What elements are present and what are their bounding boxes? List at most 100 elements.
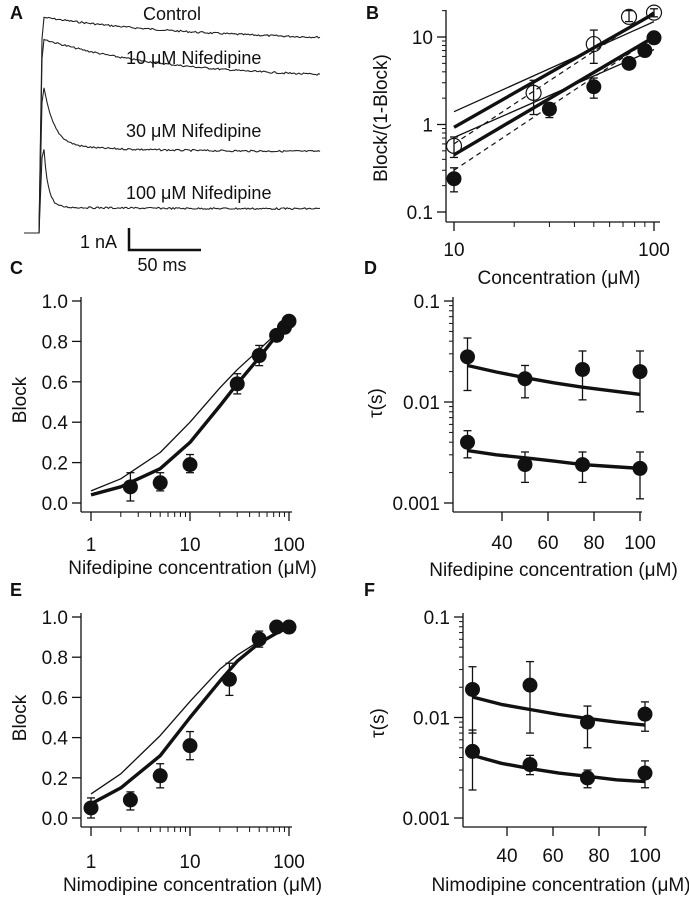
thin-fit-line xyxy=(453,48,655,139)
filled-data-point xyxy=(637,706,653,722)
filled-data-point xyxy=(446,171,462,187)
open-data-point xyxy=(445,137,463,154)
y-tick-label: 0.2 xyxy=(42,454,68,475)
open-data-point xyxy=(585,35,602,53)
y-tick-label: 0.1 xyxy=(424,608,450,629)
x-tick-label: 80 xyxy=(583,533,604,554)
y-tick-label: 0.01 xyxy=(413,709,450,730)
filled-data-point xyxy=(269,619,285,635)
thick-fit-line xyxy=(453,12,655,129)
x-tick-label: 60 xyxy=(542,846,563,867)
filled-data-point xyxy=(465,743,480,759)
filled-data-point xyxy=(229,376,245,392)
thin-fit-line xyxy=(453,21,655,113)
current-trace xyxy=(24,87,321,234)
filled-data-point xyxy=(152,475,168,491)
y-axis-title: Block xyxy=(10,694,31,741)
y-tick-label: 1.0 xyxy=(42,292,68,313)
y-tick-label: 0.8 xyxy=(42,332,68,353)
thick-fit-line xyxy=(472,695,646,727)
filled-data-point xyxy=(517,457,533,473)
filled-data-point xyxy=(522,677,538,693)
thick-fit-line xyxy=(453,35,655,157)
x-tick-label: 1 xyxy=(86,852,97,873)
panel-letter-c: C xyxy=(10,258,23,278)
x-tick-label: 100 xyxy=(638,240,670,261)
trace-label: Control xyxy=(143,4,201,24)
y-tick-label: 0.0 xyxy=(42,494,68,515)
thick-fit-line xyxy=(90,625,290,806)
current-trace xyxy=(24,149,321,234)
panel-c-chart: 1 10 100 0.0 0.2 0.4 0.6 0.8 1.0 Nifedipine conce… xyxy=(10,292,317,579)
open-data-point xyxy=(645,4,663,21)
filled-data-point xyxy=(632,460,648,476)
panel-e-chart: 1 10 100 0.0 0.2 0.4 0.6 0.8 1.0 Nimodipine conce… xyxy=(10,608,322,896)
y-tick-label: 0.001 xyxy=(402,809,450,830)
y-tick-label: 0.4 xyxy=(42,729,69,750)
filled-data-point xyxy=(621,55,637,71)
trace-label: 30 μM Nifedipine xyxy=(126,121,261,141)
panel-a-current-traces: Control 10 μM Nifedipine 30 μM Nifedipine 1… xyxy=(24,4,321,275)
filled-data-point xyxy=(460,434,475,450)
current-trace xyxy=(24,38,321,234)
x-tick-label: 1 xyxy=(86,535,97,556)
panel-letter-b: B xyxy=(366,3,379,23)
panel-letter-d: D xyxy=(364,258,377,278)
trace-label: 100 μM Nifedipine xyxy=(126,183,271,203)
filled-data-point xyxy=(182,738,198,754)
x-tick-label: 100 xyxy=(629,846,661,867)
panel-f-chart: 40 60 80 100 0.001 0.01 0.1 Nimodipine concentr… xyxy=(368,608,689,896)
filled-data-point xyxy=(152,768,168,784)
trace-label: 10 μM Nifedipine xyxy=(126,48,261,68)
filled-data-point xyxy=(83,800,99,816)
thick-fit-line xyxy=(467,363,641,397)
y-tick-label: 10 xyxy=(412,28,433,49)
y-tick-label: 0.2 xyxy=(42,769,68,790)
current-trace xyxy=(24,16,321,234)
x-tick-label: 80 xyxy=(588,846,609,867)
panel-d-chart: 40 60 80 100 0.001 0.01 0.1 Nifedipine concentr… xyxy=(366,292,678,581)
open-data-point xyxy=(525,84,542,101)
thin-fit-line xyxy=(90,626,290,795)
y-axis-title: Block/(1-Block) xyxy=(371,54,392,182)
y-tick-label: 0.01 xyxy=(403,393,440,414)
filled-data-point xyxy=(575,361,590,377)
x-tick-label: 10 xyxy=(443,240,464,261)
filled-data-point xyxy=(221,671,237,687)
filled-data-point xyxy=(122,479,138,495)
y-axis-title: τ(s) xyxy=(366,388,387,418)
x-tick-label: 40 xyxy=(496,846,517,867)
x-axis-title: Nifedipine concentration (μM) xyxy=(68,558,317,579)
filled-data-point xyxy=(465,681,480,697)
filled-data-point xyxy=(281,619,297,635)
panel-letter-e: E xyxy=(10,580,22,600)
y-axis-title: Block xyxy=(10,376,31,423)
x-tick-label: 100 xyxy=(624,533,656,554)
filled-data-point xyxy=(517,371,533,387)
filled-data-point xyxy=(251,348,267,364)
filled-data-point xyxy=(646,30,662,46)
filled-data-point xyxy=(122,792,138,808)
y-tick-label: 0.6 xyxy=(42,373,68,394)
y-axis-title: τ(s) xyxy=(368,708,389,738)
panel-letter-f: F xyxy=(364,580,375,600)
filled-data-point xyxy=(182,457,198,473)
filled-data-point xyxy=(637,43,653,59)
y-tick-label: 0.6 xyxy=(42,688,68,709)
x-tick-label: 100 xyxy=(273,535,305,556)
filled-data-point xyxy=(575,457,590,473)
x-axis-title: Concentration (μM) xyxy=(477,268,640,289)
x-tick-label: 10 xyxy=(179,852,200,873)
filled-data-point xyxy=(541,101,557,117)
filled-data-point xyxy=(251,631,267,647)
y-tick-label: 0.001 xyxy=(392,494,440,515)
x-tick-label: 60 xyxy=(537,533,558,554)
x-axis-title: Nimodipine concentration (μM) xyxy=(63,875,322,896)
thick-fit-line xyxy=(467,448,641,471)
x-tick-label: 10 xyxy=(179,535,200,556)
scale-bar xyxy=(127,228,201,252)
x-axis-title: Nimodipine concentration (μM) xyxy=(431,875,689,896)
panel-b-chart: 10 100 0.1 1 10 Concentration (μM) Block/(1-Bl… xyxy=(371,4,670,289)
filled-data-point xyxy=(637,765,653,781)
